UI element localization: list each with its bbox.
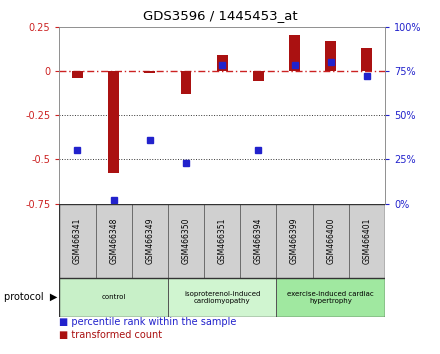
Bar: [217, 55, 227, 71]
Text: GSM466349: GSM466349: [145, 217, 154, 264]
Text: GSM466351: GSM466351: [218, 217, 227, 264]
Text: GSM466394: GSM466394: [254, 217, 263, 264]
Bar: [168, 204, 204, 278]
Text: exercise-induced cardiac
hypertrophy: exercise-induced cardiac hypertrophy: [287, 291, 374, 304]
Bar: [95, 204, 132, 278]
Bar: [59, 278, 168, 317]
Text: isoproterenol-induced
cardiomyopathy: isoproterenol-induced cardiomyopathy: [184, 291, 260, 304]
Text: GSM466399: GSM466399: [290, 217, 299, 264]
Text: ■ percentile rank within the sample: ■ percentile rank within the sample: [59, 317, 237, 327]
Bar: [59, 204, 95, 278]
Bar: [253, 71, 264, 81]
Bar: [289, 35, 300, 71]
Bar: [240, 204, 276, 278]
Bar: [204, 204, 240, 278]
Text: protocol  ▶: protocol ▶: [4, 292, 58, 302]
Bar: [144, 71, 155, 73]
Text: GSM466348: GSM466348: [109, 217, 118, 264]
Text: GSM466400: GSM466400: [326, 217, 335, 264]
Bar: [349, 204, 385, 278]
Bar: [72, 71, 83, 78]
Bar: [276, 204, 313, 278]
Text: GDS3596 / 1445453_at: GDS3596 / 1445453_at: [143, 9, 297, 22]
Bar: [362, 48, 372, 71]
Bar: [132, 204, 168, 278]
Bar: [180, 71, 191, 94]
Text: GSM466401: GSM466401: [363, 217, 371, 264]
Bar: [276, 278, 385, 317]
Text: ■ transformed count: ■ transformed count: [59, 330, 162, 339]
Bar: [325, 41, 336, 71]
Text: GSM466350: GSM466350: [182, 217, 191, 264]
Bar: [168, 278, 276, 317]
Text: control: control: [102, 295, 126, 300]
Text: GSM466341: GSM466341: [73, 217, 82, 264]
Bar: [108, 71, 119, 173]
Bar: [313, 204, 349, 278]
